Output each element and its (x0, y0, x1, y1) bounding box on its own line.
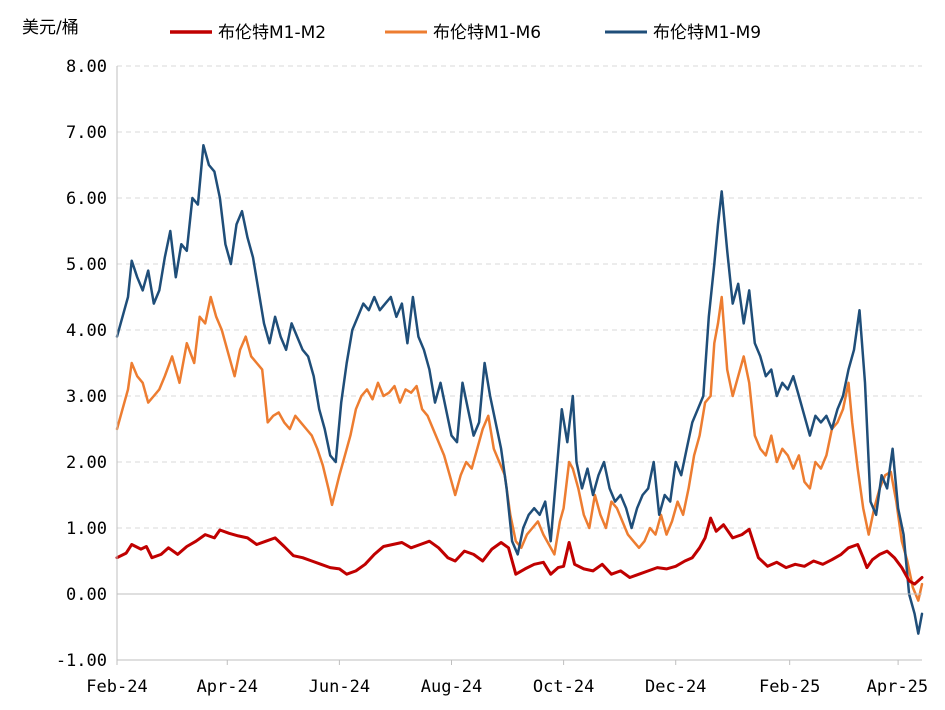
y-tick-label: 8.00 (66, 57, 107, 77)
y-tick-label: 7.00 (66, 123, 107, 143)
series-line-3 (115, 143, 924, 635)
y-axis-unit-label: 美元/桶 (22, 18, 79, 38)
axes: 8.00 7.00 6.00 5.00 4.00 3.00 2.00 1.00 0.00 -1.0… (56, 57, 928, 697)
x-tick-label: Oct-24 (533, 677, 594, 697)
legend-label-2: 布伦特M1-M6 (433, 23, 541, 43)
x-tick-label: Feb-24 (86, 677, 147, 697)
y-tick-label: -1.00 (56, 651, 107, 671)
series-lines (115, 143, 924, 635)
x-tick-label: Aug-24 (421, 677, 482, 697)
series-line-1 (115, 516, 924, 586)
y-tick-label: 3.00 (66, 387, 107, 407)
x-tick-label: Apr-25 (867, 677, 928, 697)
gridlines (117, 65, 922, 595)
y-tick-label: 2.00 (66, 453, 107, 473)
series-line-2 (115, 295, 924, 602)
legend-label-3: 布伦特M1-M9 (653, 23, 761, 43)
y-tick-label: 6.00 (66, 189, 107, 209)
y-tick-label: 0.00 (66, 585, 107, 605)
x-tick-label: Apr-24 (197, 677, 258, 697)
x-tick-label: Feb-25 (759, 677, 820, 697)
legend: 布伦特M1-M2 布伦特M1-M6 布伦特M1-M9 (170, 23, 761, 43)
x-tick-label: Dec-24 (645, 677, 706, 697)
x-tick-label: Jun-24 (309, 677, 370, 697)
legend-label-1: 布伦特M1-M2 (218, 23, 326, 43)
y-tick-label: 5.00 (66, 255, 107, 275)
y-tick-label: 4.00 (66, 321, 107, 341)
y-tick-label: 1.00 (66, 519, 107, 539)
